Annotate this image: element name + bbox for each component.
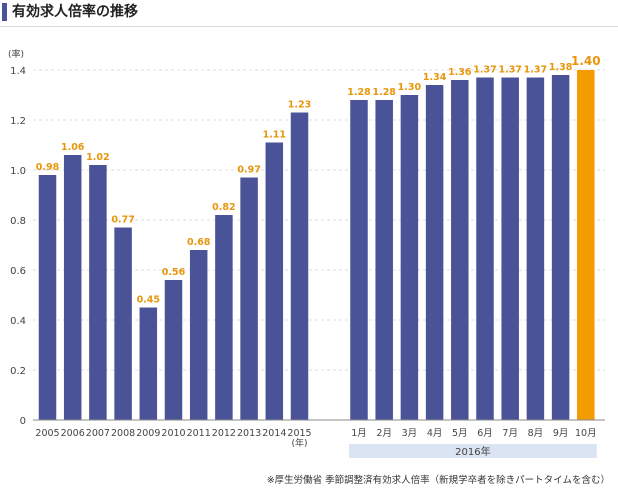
data-label: 0.68: [187, 237, 211, 248]
y-tick-label: 1.2: [10, 116, 26, 127]
bar: [501, 77, 519, 420]
group-label-2016: 2016年: [455, 445, 490, 458]
data-label: 1.06: [61, 142, 85, 153]
x-tick-label: 2014: [262, 428, 286, 439]
bar: [38, 175, 57, 420]
chart-title: 有効求人倍率の推移: [12, 4, 138, 20]
x-tick-label: 5月: [452, 428, 468, 439]
x-tick-label: 2007: [86, 428, 110, 439]
bar: [189, 250, 208, 420]
data-label: 1.40: [571, 54, 601, 68]
data-label: 1.38: [549, 62, 573, 73]
data-label: 0.97: [237, 165, 260, 176]
x-tick-label: 2月: [376, 428, 392, 439]
bar: [215, 215, 233, 420]
y-tick-label: 1.0: [10, 166, 26, 177]
title-divider: [0, 26, 618, 27]
data-label: 1.28: [372, 87, 396, 98]
data-label: 1.23: [288, 100, 311, 111]
bar: [114, 227, 132, 420]
data-label: 1.28: [347, 87, 371, 98]
bar: [139, 307, 158, 420]
data-label: 1.30: [398, 82, 422, 93]
data-label: 0.45: [137, 295, 160, 306]
x-tick-label: 2013: [237, 428, 261, 439]
data-label: 1.11: [263, 130, 286, 141]
y-tick-label: 0.6: [10, 266, 26, 277]
bar: [240, 177, 258, 420]
data-label: 0.77: [111, 215, 134, 226]
bar: [63, 155, 82, 420]
x-tick-label: 2011: [187, 428, 211, 439]
data-label: 1.02: [86, 152, 109, 163]
x-tick-label: 2015: [287, 428, 311, 439]
x-tick-label: 2005: [35, 428, 59, 439]
x-tick-label: 2008: [111, 428, 135, 439]
data-label: 1.37: [498, 65, 521, 76]
bar: [89, 165, 107, 420]
x-tick-label: 2012: [212, 428, 236, 439]
bar: [551, 75, 570, 420]
bar: [290, 112, 309, 420]
x-tick-label: 7月: [502, 428, 518, 439]
y-tick-label: 0.2: [10, 366, 26, 377]
title-area: 有効求人倍率の推移: [0, 0, 618, 28]
y-tick-label: 0.8: [10, 216, 26, 227]
data-label: 1.37: [473, 65, 496, 76]
x-axis-unit-label: (年): [291, 437, 307, 449]
bar-chart: 0 0.2 0.4 0.6 0.8 1.0 1.2 1.4 (率) 2016年 0.98 2005 1.…: [8, 48, 605, 458]
data-label: 1.37: [524, 65, 547, 76]
bar: [476, 77, 494, 420]
bar: [375, 100, 393, 420]
x-tick-label: 3月: [402, 428, 418, 439]
title-accent-bar: [2, 3, 7, 21]
x-tick-label: 2006: [61, 428, 85, 439]
source-note: ※厚生労働省 季節調整済有効求人倍率（新規学卒者を除きパートタイムを含む）: [266, 475, 610, 486]
x-tick-label: 8月: [528, 428, 544, 439]
data-label: 1.34: [423, 72, 447, 83]
x-tick-label: 2010: [161, 428, 185, 439]
bar: [350, 100, 368, 420]
y-tick-label: 0: [20, 416, 26, 427]
x-tick-label: 1月: [351, 428, 367, 439]
bar: [451, 80, 469, 420]
data-label: 0.82: [212, 202, 235, 213]
group-band-2016: [349, 444, 597, 458]
x-tick-label: 2009: [136, 428, 160, 439]
bar: [425, 85, 444, 420]
data-label: 1.36: [448, 67, 472, 78]
bar: [164, 280, 183, 420]
x-tick-label: 6月: [477, 428, 493, 439]
x-tick-label: 4月: [427, 428, 443, 439]
data-label: 0.98: [36, 162, 60, 173]
bar: [265, 142, 284, 420]
bar: [526, 77, 545, 420]
y-tick-label: 0.4: [10, 316, 26, 327]
x-tick-label: 9月: [553, 428, 569, 439]
x-tick-label: 10月: [575, 428, 597, 439]
bar: [577, 70, 595, 420]
data-label: 0.56: [162, 267, 186, 278]
bar: [400, 95, 419, 420]
y-axis-label: (率): [8, 48, 24, 60]
y-tick-label: 1.4: [10, 66, 26, 77]
